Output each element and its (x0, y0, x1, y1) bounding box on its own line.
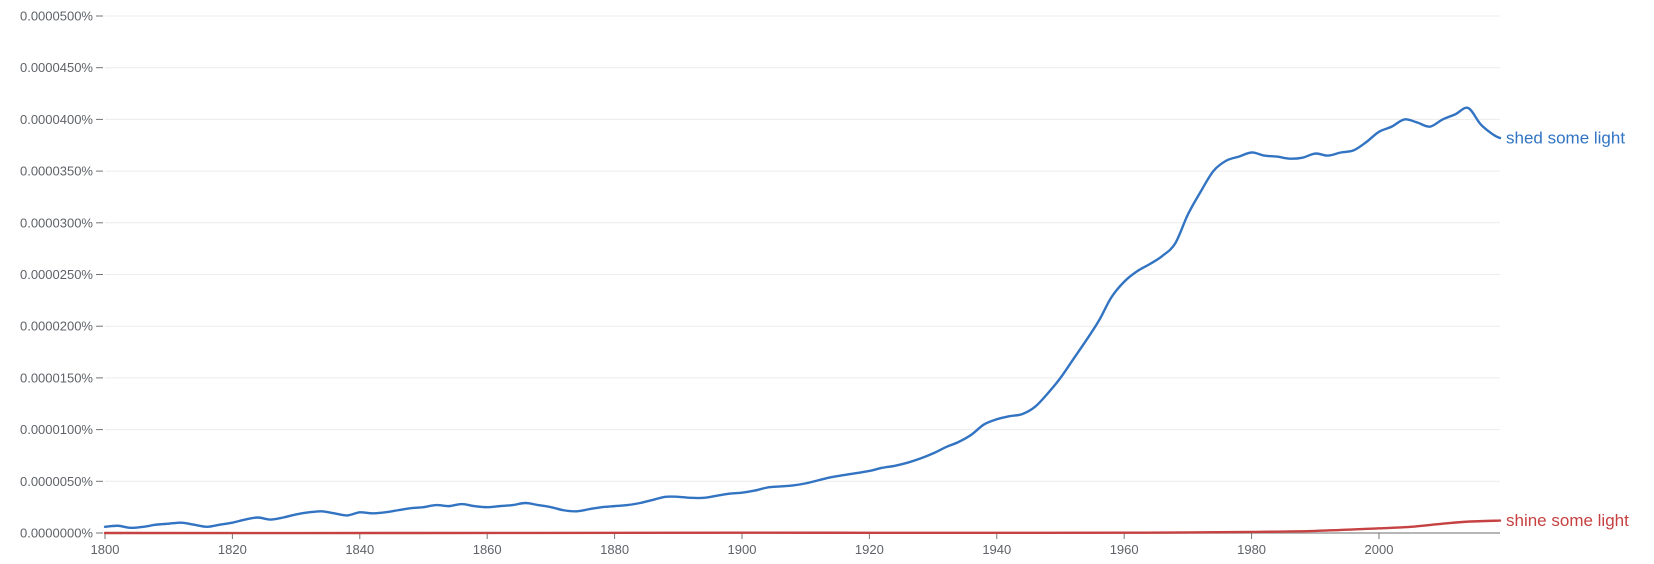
x-tick-label: 1820 (218, 542, 247, 557)
y-tick-label: 0.0000150% (20, 370, 93, 385)
y-tick-label: 0.0000350% (20, 164, 93, 179)
x-tick-label: 1860 (473, 542, 502, 557)
x-tick-label: 1800 (91, 542, 120, 557)
x-tick-label: 1960 (1110, 542, 1139, 557)
y-tick-label: 0.0000000% (20, 526, 93, 541)
y-tick-label: 0.0000500% (20, 9, 93, 24)
y-tick-label: 0.0000200% (20, 319, 93, 334)
series-line-0[interactable] (103, 106, 1502, 530)
x-tick-label: 1900 (728, 542, 757, 557)
y-tick-label: 0.0000100% (20, 422, 93, 437)
series-label-0: shed some light (1506, 128, 1625, 147)
x-tick-label: 1940 (982, 542, 1011, 557)
x-tick-label: 1840 (345, 542, 374, 557)
series-labels: shed some light shine some light (1506, 128, 1629, 530)
x-tick-label: 1980 (1237, 542, 1266, 557)
x-tick-label: 1920 (855, 542, 884, 557)
series-line-1[interactable] (103, 519, 1502, 535)
gridlines (105, 15, 1500, 482)
y-tick-label: 0.0000050% (20, 474, 93, 489)
x-axis: 1800 1820 1840 1860 1880 1900 1920 1940 1960 1980… (91, 532, 1500, 557)
series-lines (103, 106, 1502, 535)
x-tick-label: 2000 (1365, 542, 1394, 557)
y-tick-label: 0.0000400% (20, 112, 93, 127)
series-label-1: shine some light (1506, 511, 1629, 530)
x-tick-label: 1880 (600, 542, 629, 557)
y-axis: 0.0000000% 0.0000050% 0.0000100% 0.0000150%… (20, 9, 103, 541)
y-tick-label: 0.0000300% (20, 215, 93, 230)
y-tick-label: 0.0000250% (20, 267, 93, 282)
y-tick-label: 0.0000450% (20, 60, 93, 75)
